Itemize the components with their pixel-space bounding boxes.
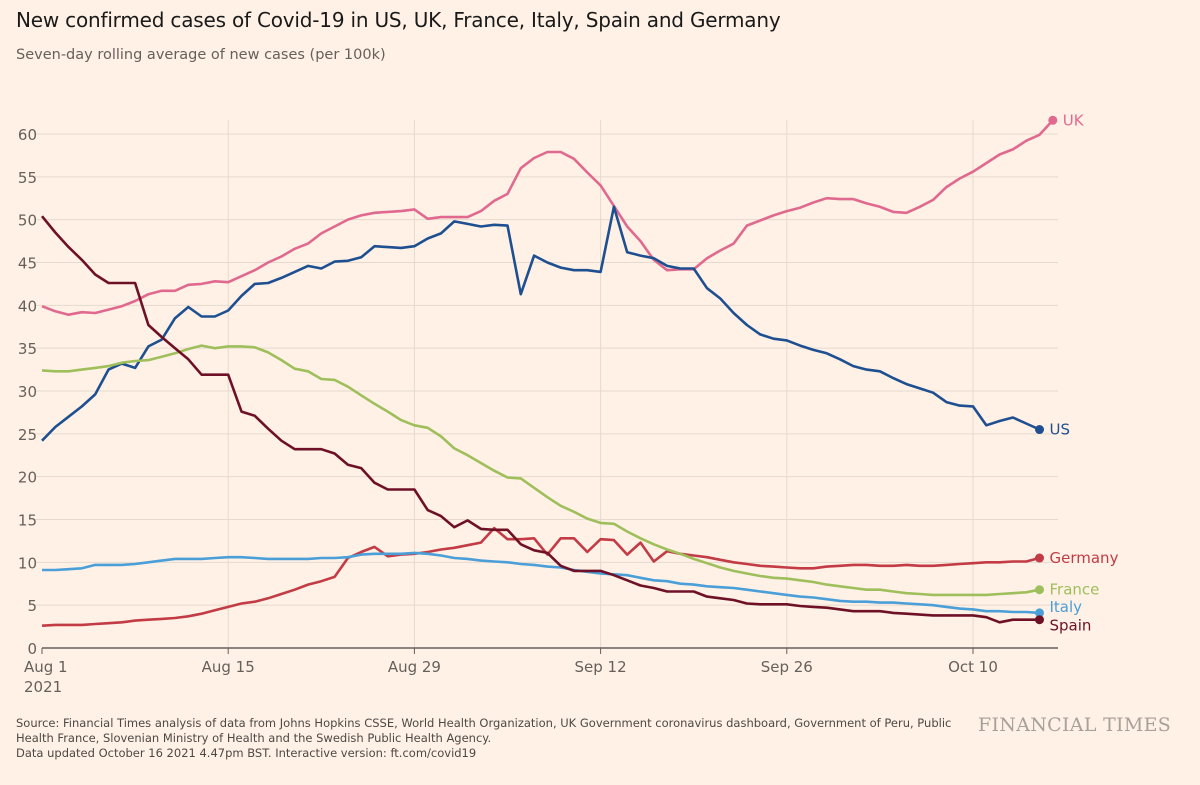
y-tick-label: 35: [18, 340, 37, 358]
series-line-uk: [41, 119, 1054, 316]
x-tick-label: Oct 10: [948, 658, 998, 676]
x-tick-label: Aug 1: [24, 658, 68, 676]
y-tick-label: 20: [18, 469, 37, 487]
chart-subtitle: Seven-day rolling average of new cases (…: [16, 47, 386, 63]
series-label-italy: Italy: [1050, 598, 1083, 616]
series-end-dot-germany: [1035, 553, 1044, 563]
series-label-france: France: [1050, 581, 1100, 599]
y-tick-label: 25: [18, 426, 37, 444]
x-tick-label: Aug 29: [388, 658, 441, 676]
y-tick-label: 10: [18, 554, 37, 572]
series-lines: [40, 115, 1058, 627]
x-tick-label: Sep 26: [761, 658, 813, 676]
y-tick-label: 45: [18, 254, 37, 272]
y-tick-label: 15: [18, 511, 37, 529]
y-tick-label: 55: [18, 169, 37, 187]
line-chart: 0 5 10 15 20 25 30 35 40 45 50 55 60 Aug 1 2021 Aug 15…: [18, 111, 1119, 696]
series-label-us: US: [1050, 421, 1071, 439]
series-end-dot-uk: [1048, 115, 1058, 125]
y-tick-label: 50: [18, 212, 37, 230]
data-updated-text: Data updated October 16 2021 4.47pm BST.…: [16, 746, 477, 760]
ft-logo: FINANCIAL TIMES: [978, 714, 1172, 736]
x-tick-sublabel: 2021: [24, 678, 62, 696]
grid: [35, 120, 1058, 648]
x-tick-label: Sep 12: [575, 658, 627, 676]
series-label-uk: UK: [1063, 111, 1085, 129]
series-label-spain: Spain: [1050, 617, 1092, 635]
x-axis-ticks: Aug 1 2021 Aug 15 Aug 29 Sep 12 Sep 26 Oct 10: [24, 648, 998, 696]
x-tick-label: Aug 15: [202, 658, 255, 676]
series-line-us: [41, 205, 1041, 442]
series-end-dot-spain: [1035, 615, 1044, 625]
series-end-dot-italy: [1035, 608, 1044, 618]
chart-title: New confirmed cases of Covid-19 in US, U…: [16, 8, 781, 32]
y-axis-ticks: 0 5 10 15 20 25 30 35 40 45 50 55 60: [18, 126, 37, 658]
y-tick-label: 60: [18, 126, 37, 144]
y-tick-label: 5: [27, 597, 37, 615]
y-tick-label: 0: [27, 640, 37, 658]
y-tick-label: 40: [18, 297, 37, 315]
series-line-france: [41, 344, 1040, 597]
series-end-dot-france: [1035, 585, 1044, 595]
series-line-italy: [42, 551, 1040, 615]
series-label-germany: Germany: [1050, 549, 1119, 567]
series-end-dot-us: [1035, 425, 1044, 435]
source-note: Source: Financial Times analysis of data…: [16, 716, 976, 761]
source-text: Source: Financial Times analysis of data…: [16, 716, 952, 745]
y-tick-label: 30: [18, 383, 37, 401]
series-line-spain: [40, 215, 1040, 624]
series-line-germany: [41, 526, 1040, 627]
